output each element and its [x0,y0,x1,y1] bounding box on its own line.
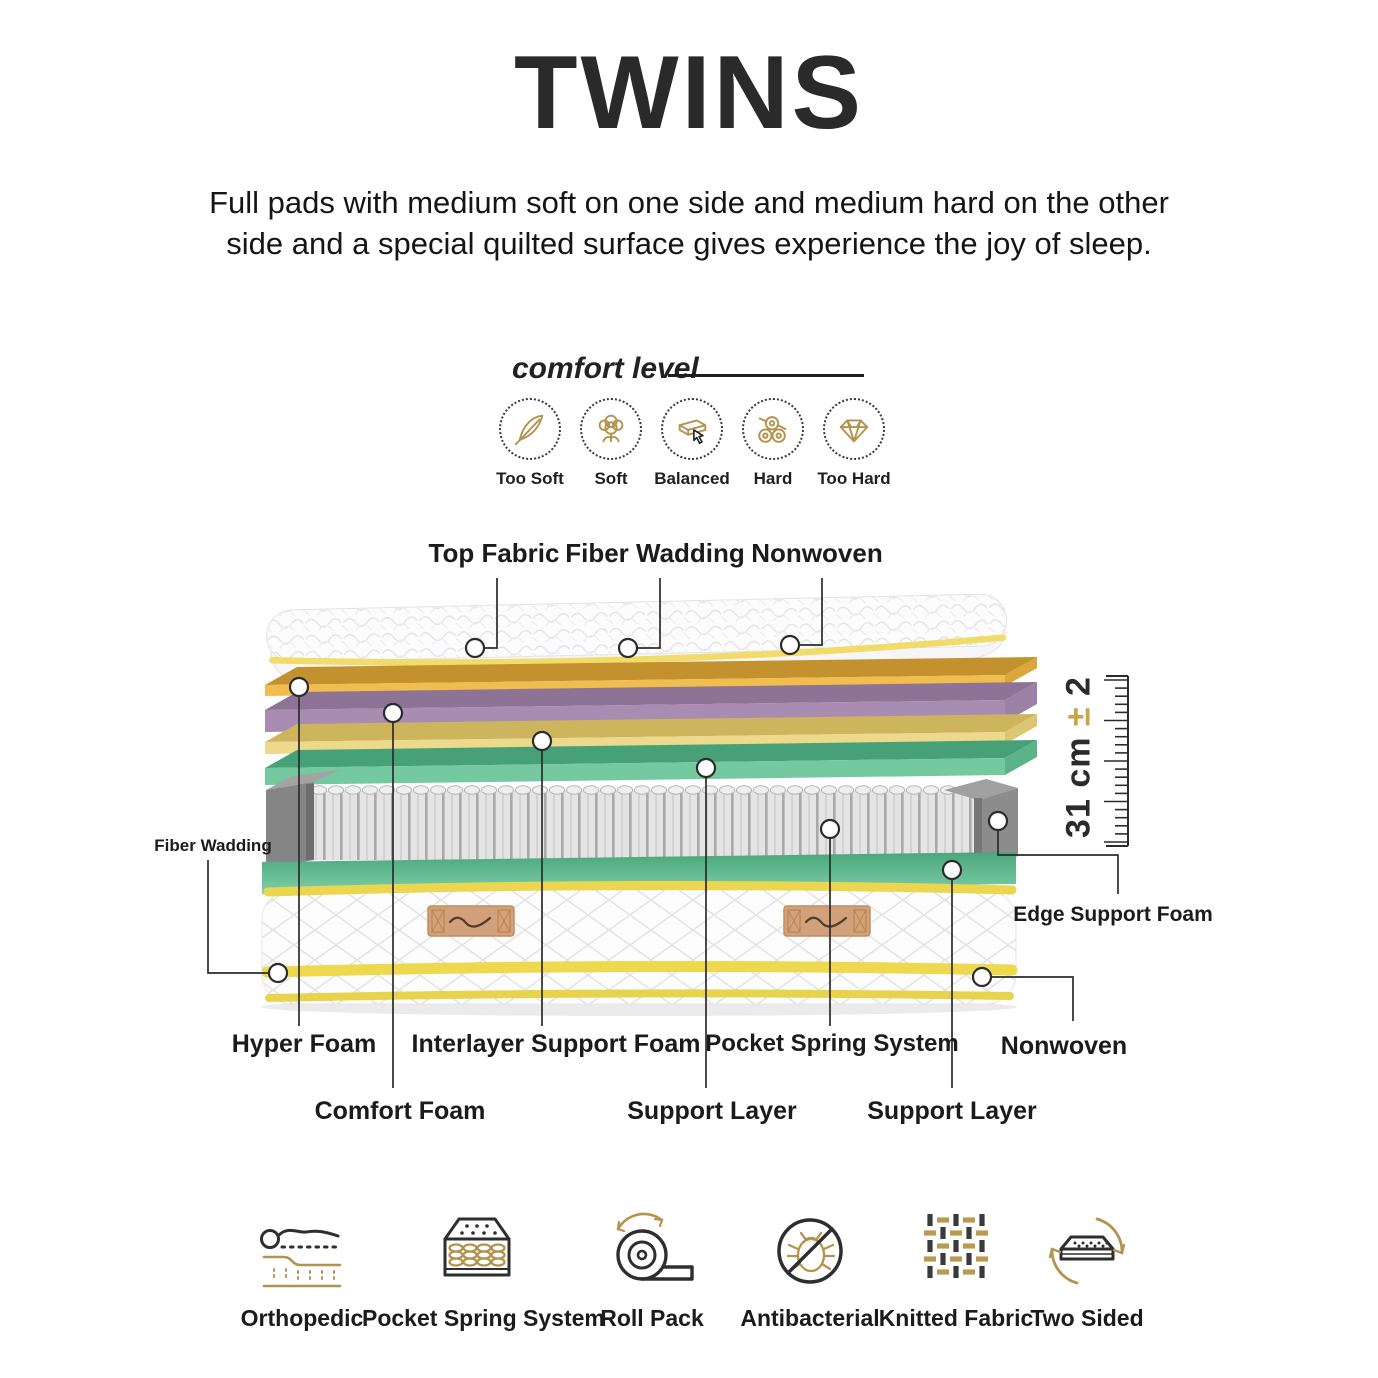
callout-label-top-fabric: Top Fabric [428,538,560,568]
antibacterial-icon [777,1218,843,1284]
comfort-item-hard: Hard [735,398,811,489]
pad-piping [269,634,1007,666]
page-title: TWINS [513,35,865,151]
layer-pocket-springs [266,770,1018,870]
layer-interlayer-foam [265,714,1037,754]
callout-label-interlayer-support-foam: Interlayer Support Foam [411,1030,701,1058]
mattress-press-icon [661,398,723,460]
brand-patch [783,905,871,937]
callout-label-edge-support-foam: Edge Support Foam [1013,903,1213,926]
two-sided-icon [1048,1217,1126,1285]
feature-label: Roll Pack [600,1305,704,1331]
feature-antibacterial: Antibacterial [695,1203,925,1332]
feature-label: Orthopedic [240,1305,364,1331]
comfort-item-too-hard: Too Hard [816,398,892,489]
base-piping-bottom [265,989,1014,1002]
comfort-item-too-soft: Too Soft [492,398,568,489]
callout-label-fiber-wadding-top: Fiber Wadding [565,538,745,568]
base-piping-top [263,880,1017,897]
comfort-label: Hard [753,469,793,488]
layer-support-green-2 [262,852,1016,894]
callout-label-support-layer-1: Support Layer [627,1097,797,1125]
pocket-spring-icon [443,1217,511,1277]
base-layer [261,880,1018,1005]
feature-knitted-fabric: Knitted Fabric [841,1203,1071,1332]
comfort-label: Too Soft [496,469,564,488]
feature-pocket-spring-system: Pocket Spring System [362,1203,605,1332]
comfort-level-heading: comfort level [512,352,699,385]
orthopedic-icon [260,1228,342,1288]
height-note-tolerance: 2 [1059,676,1098,707]
knitted-fabric-icon [924,1214,988,1278]
base-shadow [261,998,1017,1016]
brand-patch [427,905,515,937]
feature-row: Orthopedic Pocket Spring System [0,1203,1378,1363]
logs-icon [742,398,804,460]
layer-hyper-foam [265,657,1037,696]
feather-icon [499,398,561,460]
edge-support-foam-left [266,770,340,868]
callout-label-support-layer-2: Support Layer [867,1097,1037,1125]
callout-label-hyper-foam: Hyper Foam [231,1030,377,1058]
comfort-heading-rule [668,374,864,377]
comfort-item-balanced: Balanced [654,398,730,489]
height-note-value: 31 cm [1059,726,1098,838]
callout-label-comfort-foam: Comfort Foam [314,1097,486,1125]
comfort-item-soft: Soft [573,398,649,489]
callout-lines [207,578,1119,1088]
edge-support-foam-right [944,779,1018,870]
comfort-label: Soft [594,469,628,488]
top-pad-layer [266,593,1008,689]
comfort-label: Balanced [654,469,730,488]
cotton-icon [580,398,642,460]
layer-support-green [265,740,1037,785]
feature-label: Pocket Spring System [362,1305,605,1331]
height-ruler [1104,675,1129,847]
feature-orthopedic: Orthopedic [187,1203,417,1332]
callout-label-nonwoven-bottom: Nonwoven [1000,1032,1128,1060]
ruler-ticks [1104,679,1128,843]
feature-label: Knitted Fabric [878,1305,1034,1331]
feature-label: Two Sided [1030,1305,1144,1331]
callout-label-nonwoven-top: Nonwoven [751,538,883,568]
product-description: Full pads with medium soft on one side a… [209,185,1169,262]
feature-roll-pack: Roll Pack [537,1203,767,1332]
comfort-label: Too Hard [817,469,891,488]
feature-label: Antibacterial [740,1305,880,1331]
height-note-plusminus: ± [1059,706,1098,727]
comfort-level-scale: Too Soft Soft Balanced [492,398,892,489]
feature-two-sided: Two Sided [972,1203,1202,1332]
height-note: 31 cm ± 2 [1060,676,1099,838]
spring-tube-tops [310,785,974,795]
layer-comfort-foam [265,682,1037,732]
base-band-yellow [261,960,1018,978]
callout-label-fiber-wadding-left: Fiber Wadding [154,836,272,855]
roll-pack-icon [616,1212,694,1281]
callout-label-pocket-spring-system: Pocket Spring System [705,1030,959,1057]
diamond-icon [823,398,885,460]
callout-points [267,634,1009,988]
